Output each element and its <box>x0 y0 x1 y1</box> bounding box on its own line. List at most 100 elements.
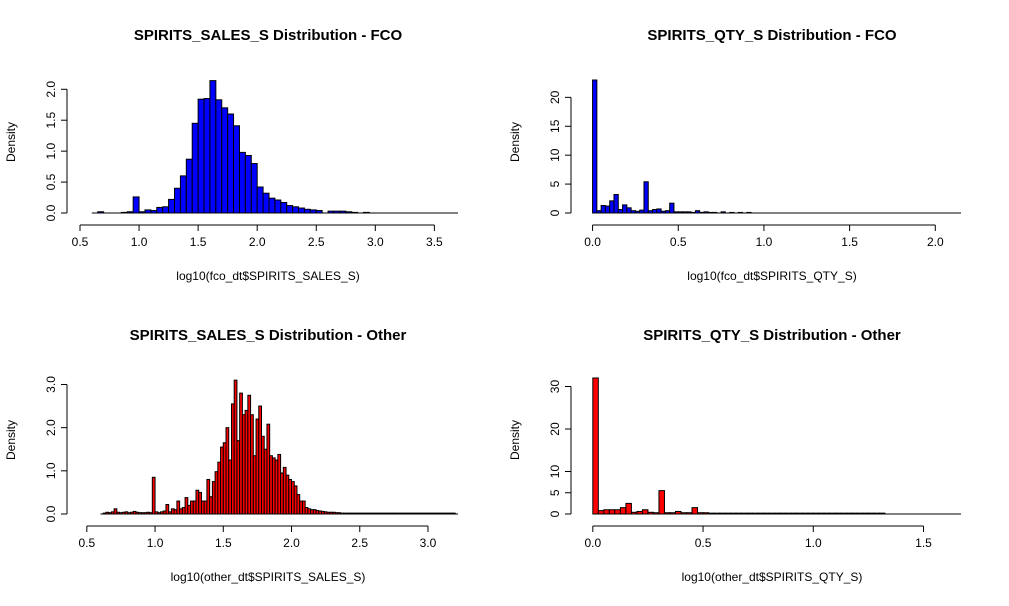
panel-fco-qty: SPIRITS_QTY_S Distribution - FCO log10(f… <box>508 27 961 283</box>
x-tick-label: 0.5 <box>78 536 95 550</box>
histogram-bar <box>597 510 605 515</box>
histogram-bar <box>608 509 616 515</box>
histogram-bar <box>609 200 615 214</box>
x-tick-label: 0.5 <box>72 235 89 249</box>
histogram-bar <box>292 206 300 214</box>
x-tick-label: 0.0 <box>584 536 601 550</box>
y-axis-label: Density <box>508 420 522 460</box>
x-tick-label: 2.5 <box>308 235 325 249</box>
histogram-bar <box>658 490 665 515</box>
x-tick-label: 3.0 <box>367 235 384 249</box>
y-tick-label: 0.0 <box>44 204 58 221</box>
histogram-bar <box>244 154 252 214</box>
histogram-bar <box>614 509 621 515</box>
histogram-bar <box>168 198 175 214</box>
x-axis-label: log10(other_dt$SPIRITS_QTY_S) <box>682 570 863 584</box>
x-tick-label: 2.0 <box>283 536 300 550</box>
x-tick-label: 1.0 <box>805 536 822 550</box>
y-tick-label: 20 <box>548 422 562 436</box>
histogram-bar <box>179 175 187 214</box>
histogram-bar <box>191 122 199 214</box>
y-axis-label: Density <box>4 122 18 162</box>
x-tick-label: 2.0 <box>249 235 266 249</box>
histogram-bar <box>203 98 211 214</box>
histogram-bar <box>626 207 632 214</box>
x-tick-label: 0.5 <box>695 536 712 550</box>
histogram-bar <box>286 205 294 214</box>
histogram-bar <box>669 202 675 214</box>
histogram-bar <box>162 206 170 214</box>
x-tick-label: 2.5 <box>351 536 368 550</box>
histogram-bar <box>625 502 632 515</box>
x-tick-label: 1.0 <box>147 536 164 550</box>
x-tick-label: 1.5 <box>841 235 858 249</box>
histogram-bar <box>151 476 156 515</box>
histogram-bar <box>209 80 217 214</box>
chart-title: SPIRITS_SALES_S Distribution - FCO <box>134 27 403 44</box>
y-tick-label: 0 <box>548 209 562 216</box>
panel-fco-sales: SPIRITS_SALES_S Distribution - FCO log10… <box>4 27 458 283</box>
histogram-bar <box>250 163 258 214</box>
histogram-bar <box>600 204 606 214</box>
y-tick-label: 20 <box>548 90 562 104</box>
x-axis-label: log10(fco_dt$SPIRITS_SALES_S) <box>176 269 359 283</box>
histogram-bar <box>298 207 305 214</box>
x-tick-label: 1.5 <box>915 536 932 550</box>
x-tick-label: 1.5 <box>190 235 207 249</box>
panel-other-qty: SPIRITS_QTY_S Distribution - Other log10… <box>508 327 961 584</box>
histogram-bar <box>132 196 140 214</box>
histogram-bar <box>262 192 270 214</box>
x-tick-label: 3.5 <box>426 235 443 249</box>
histogram-bar <box>227 113 235 214</box>
y-axis-label: Density <box>508 122 522 162</box>
x-axis-label: log10(fco_dt$SPIRITS_QTY_S) <box>687 269 856 283</box>
histogram-bar <box>274 199 282 214</box>
y-tick-label: 0 <box>548 510 562 517</box>
y-tick-label: 10 <box>548 465 562 479</box>
y-tick-label: 1.5 <box>44 112 58 129</box>
y-tick-label: 2.0 <box>44 81 58 98</box>
y-tick-label: 0.5 <box>44 173 58 190</box>
histogram-bar <box>603 509 610 515</box>
histogram-bar <box>256 186 264 214</box>
y-tick-label: 5 <box>548 180 562 187</box>
y-tick-label: 1.0 <box>44 462 58 479</box>
histogram-bar <box>303 208 311 214</box>
histogram-bar <box>691 507 699 515</box>
y-tick-label: 15 <box>548 119 562 133</box>
histogram-bar <box>652 209 658 214</box>
y-tick-label: 2.0 <box>44 419 58 436</box>
histogram-bar <box>174 187 181 214</box>
x-tick-label: 3.0 <box>420 536 437 550</box>
histogram-bar <box>233 125 240 214</box>
histogram-bar <box>617 209 624 214</box>
x-tick-label: 2.0 <box>927 235 944 249</box>
y-tick-label: 10 <box>548 148 562 162</box>
histogram-bar <box>592 377 599 515</box>
y-tick-label: 30 <box>548 380 562 394</box>
histogram-bar <box>280 201 288 214</box>
panel-other-sales: SPIRITS_SALES_S Distribution - Other log… <box>4 327 458 584</box>
x-tick-label: 1.0 <box>131 235 148 249</box>
histogram-bar <box>268 197 276 214</box>
x-tick-label: 0.0 <box>584 235 601 249</box>
x-axis-label: log10(other_dt$SPIRITS_SALES_S) <box>171 570 366 584</box>
y-tick-label: 3.0 <box>44 376 58 393</box>
x-tick-label: 0.5 <box>670 235 687 249</box>
histogram-bar <box>185 158 193 214</box>
y-tick-label: 5 <box>548 489 562 496</box>
x-tick-label: 1.5 <box>215 536 232 550</box>
y-axis-label: Density <box>4 420 18 460</box>
y-tick-label: 1.0 <box>44 142 58 159</box>
x-tick-label: 1.0 <box>756 235 773 249</box>
histogram-bar <box>641 509 649 515</box>
histogram-bar <box>619 507 627 515</box>
histogram-bar <box>215 99 223 214</box>
histogram-bar <box>592 79 598 214</box>
histogram-bar <box>156 206 164 214</box>
histogram-bar <box>643 181 649 214</box>
histogram-bar <box>238 151 246 214</box>
histogram-bar <box>613 194 619 214</box>
